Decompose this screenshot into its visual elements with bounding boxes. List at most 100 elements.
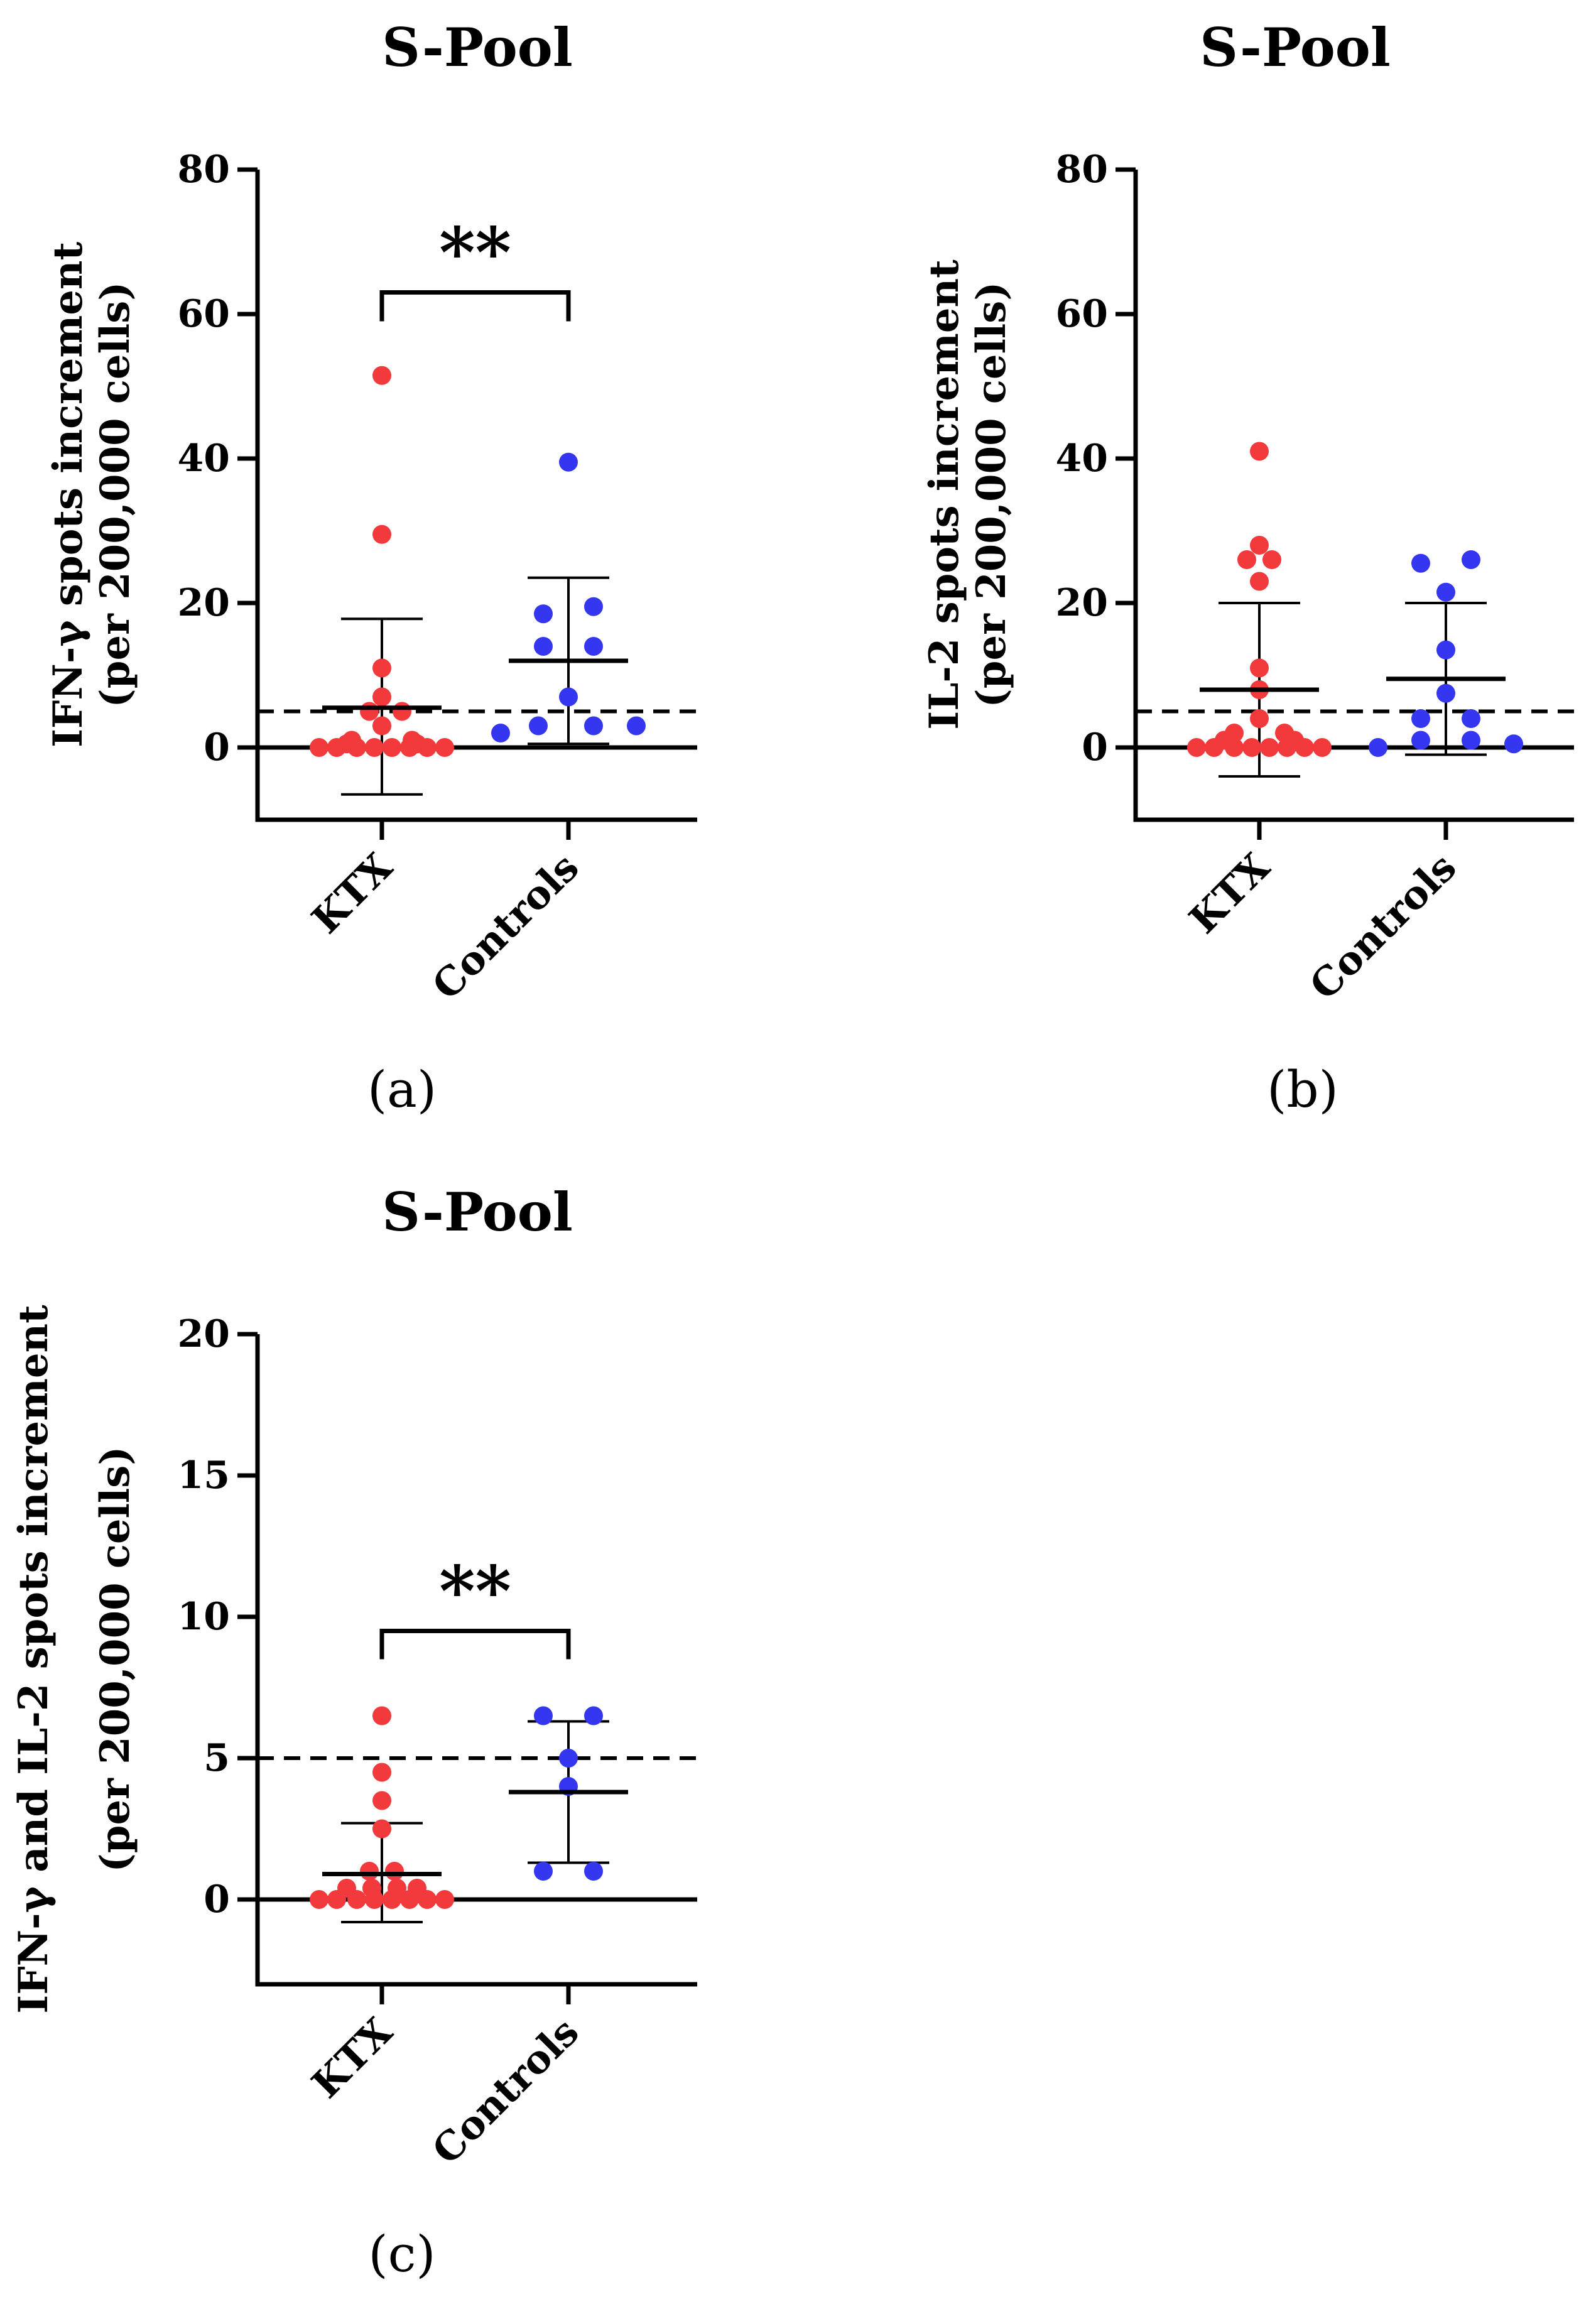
data-point-ktx	[372, 366, 391, 385]
data-point-controls	[534, 637, 553, 656]
data-point-controls	[534, 1706, 553, 1725]
data-point-ktx	[372, 524, 391, 544]
panel-label: (b)	[1267, 1060, 1338, 1119]
data-point-ktx	[1250, 658, 1269, 678]
data-point-ktx	[372, 658, 391, 678]
data-point-controls	[584, 1706, 603, 1725]
x-category-label: KTX	[303, 844, 401, 942]
chart-title: S-Pool	[1200, 16, 1390, 79]
y-tick-label: 0	[204, 725, 230, 769]
data-point-ktx	[435, 738, 454, 757]
data-point-ktx	[1237, 550, 1256, 569]
significance-marker: **	[439, 1551, 511, 1632]
data-point-ktx	[383, 738, 401, 757]
y-tick-label: 60	[178, 292, 231, 336]
y-tick-label: 0	[204, 1877, 230, 1921]
x-category-label: Controls	[1301, 844, 1465, 1009]
data-point-controls	[491, 724, 510, 742]
data-point-ktx	[385, 1862, 404, 1881]
data-point-controls	[627, 716, 646, 736]
data-point-controls	[1436, 683, 1455, 703]
data-point-ktx	[310, 738, 328, 757]
data-point-ktx	[1250, 709, 1269, 728]
y-tick-label: 80	[1056, 148, 1109, 192]
significance-marker: **	[439, 212, 511, 293]
data-point-controls	[1504, 734, 1523, 754]
chart-panel-a: S-Pool 0 20 40 60 80 KTX Controls IFN-γ spots in…	[0, 0, 798, 1152]
y-tick-label: 15	[178, 1454, 231, 1497]
data-point-ktx	[1215, 731, 1234, 750]
y-axis-label: IL-2 spots increment	[921, 259, 968, 730]
y-tick-label: 60	[1056, 292, 1109, 336]
y-tick-label: 20	[1056, 581, 1109, 625]
data-point-ktx	[372, 1791, 391, 1810]
data-point-controls	[559, 687, 578, 707]
data-point-ktx	[1262, 550, 1281, 569]
data-point-ktx	[360, 702, 379, 721]
significance-bracket	[379, 290, 571, 322]
data-point-ktx	[408, 1879, 426, 1898]
data-point-controls	[1411, 731, 1430, 750]
data-point-controls	[584, 1862, 603, 1881]
data-point-ktx	[1250, 572, 1269, 591]
data-point-ktx	[372, 1819, 391, 1839]
data-point-ktx	[1250, 536, 1269, 555]
data-point-ktx	[360, 1862, 379, 1881]
significance-bracket	[379, 1629, 571, 1660]
data-point-ktx	[372, 1763, 391, 1782]
y-axis-label: IFN-γ spots increment	[45, 242, 92, 748]
data-point-ktx	[408, 734, 426, 754]
data-point-controls	[584, 637, 603, 656]
x-category-label: Controls	[423, 844, 588, 1009]
data-point-ktx	[1250, 442, 1269, 461]
data-point-controls	[1436, 640, 1455, 660]
y-tick-label: 40	[178, 437, 231, 481]
data-point-ktx	[337, 734, 356, 754]
y-axis-label-units: (per 200,000 cells)	[92, 1446, 139, 1872]
data-point-ktx	[393, 702, 411, 721]
data-point-ktx	[388, 1879, 406, 1898]
data-point-controls	[529, 716, 548, 736]
data-point-ktx	[365, 738, 384, 757]
data-point-controls	[559, 1749, 578, 1768]
x-category-label: Controls	[423, 2009, 588, 2173]
data-point-ktx	[362, 1879, 381, 1898]
data-point-ktx	[1285, 731, 1304, 750]
y-axis-label-units: (per 200,000 cells)	[968, 281, 1015, 707]
y-tick-label: 10	[178, 1595, 231, 1639]
y-tick-label: 20	[178, 1312, 231, 1356]
panel-label: (c)	[368, 2225, 435, 2283]
chart-title: S-Pool	[382, 1181, 572, 1243]
data-point-controls	[584, 716, 603, 736]
data-point-ktx	[310, 1890, 328, 1909]
data-point-ktx	[372, 716, 391, 736]
chart-svg: S-Pool 0 20 40 60 80 KTX Controls IFN-γ spots in…	[45, 16, 697, 1119]
data-point-controls	[559, 452, 578, 472]
chart-title: S-Pool	[382, 16, 572, 79]
data-point-ktx	[1242, 738, 1261, 757]
chart-svg: S-Pool 0 5 10 15 20 KTX Controls IFN-γ and IL-2 …	[10, 1181, 697, 2283]
y-tick-label: 40	[1056, 437, 1109, 481]
data-point-controls	[1369, 738, 1387, 757]
data-point-ktx	[372, 687, 391, 707]
data-point-ktx	[435, 1890, 454, 1909]
y-axis-label: IFN-γ and IL-2 spots increment	[10, 1305, 57, 2014]
data-point-ktx	[1313, 738, 1332, 757]
data-point-controls	[1462, 550, 1480, 569]
chart-panel-c: S-Pool 0 5 10 15 20 KTX Controls IFN-γ and IL-2 …	[0, 1152, 798, 2304]
y-tick-label: 5	[204, 1736, 230, 1780]
y-tick-label: 80	[178, 148, 231, 192]
data-point-ktx	[372, 1706, 391, 1725]
data-point-controls	[1411, 709, 1430, 728]
data-point-ktx	[1260, 738, 1279, 757]
data-point-controls	[534, 604, 553, 624]
data-point-controls	[584, 597, 603, 616]
x-category-label: KTX	[1180, 844, 1279, 942]
data-point-controls	[1462, 709, 1480, 728]
x-category-label: KTX	[303, 2008, 401, 2107]
chart-panel-b: S-Pool 0 20 40 60 80 KTX Controls IL-2 spots inc…	[798, 0, 1596, 1152]
y-axis-label-units: (per 200,000 cells)	[92, 281, 139, 707]
y-tick-label: 20	[178, 581, 231, 625]
y-tick-label: 0	[1082, 725, 1108, 769]
panel-label: (a)	[367, 1060, 437, 1119]
